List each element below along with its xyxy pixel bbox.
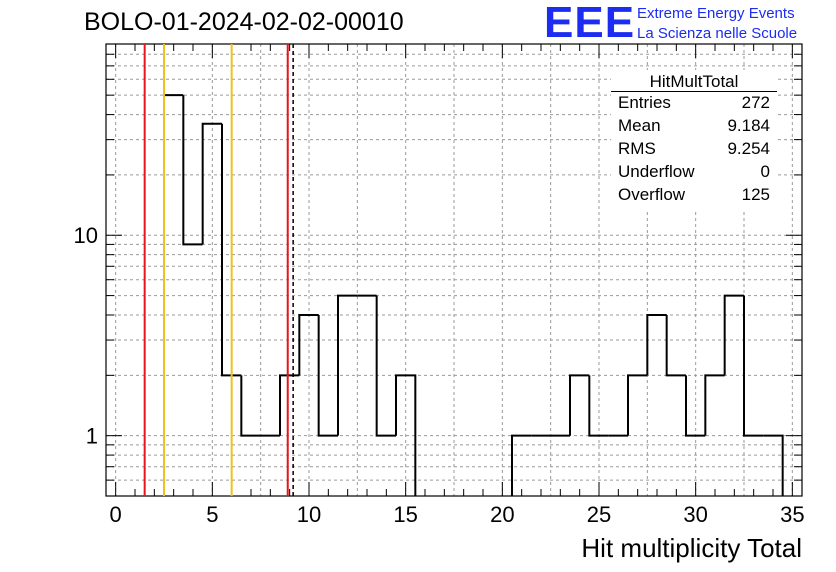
stats-key: Overflow (618, 185, 686, 204)
stats-value: 0 (760, 162, 770, 181)
histogram-bin (723, 294, 744, 376)
histogram-bin (317, 315, 338, 437)
x-tick-label: 15 (393, 502, 417, 527)
stats-key: Entries (618, 93, 671, 112)
brand-line-1: Extreme Energy Events (637, 5, 795, 22)
x-tick-label: 20 (490, 502, 514, 527)
stats-value: 9.184 (727, 116, 770, 135)
histogram-bin (279, 374, 300, 436)
stats-key: RMS (618, 139, 656, 158)
chart-title: BOLO-01-2024-02-02-00010 (84, 8, 404, 36)
histogram-bin (182, 95, 203, 246)
y-tick-label: 10 (74, 223, 98, 248)
stats-key: Underflow (618, 162, 695, 181)
histogram-bin (763, 434, 784, 496)
x-tick-label: 35 (780, 502, 804, 527)
histogram-bin (201, 122, 222, 245)
stats-value: 272 (741, 93, 770, 112)
x-tick-label: 0 (110, 502, 122, 527)
histogram-bin (588, 375, 609, 437)
x-tick-label: 30 (683, 502, 707, 527)
histogram-bin (511, 434, 532, 496)
eee-logo: EEE (544, 0, 636, 47)
plot-frame (105, 43, 803, 497)
histogram-bin (569, 374, 590, 436)
x-tick-label: 25 (587, 502, 611, 527)
stats-title: HitMultTotal (649, 72, 739, 91)
histogram-bin (685, 375, 706, 437)
stats-key: Mean (618, 116, 661, 135)
brand-line-2: La Scienza nelle Scuole (637, 25, 798, 42)
x-tick-label: 10 (297, 502, 321, 527)
stats-title-underline (611, 91, 777, 92)
x-axis-label: Hit multiplicity Total (581, 533, 802, 563)
stats-row-rms: RMS 9.254 (618, 139, 770, 161)
stats-box: HitMultTotal Entries 272 Mean 9.184 RMS … (611, 70, 777, 210)
histogram-bin (337, 294, 358, 436)
histogram-bin (298, 314, 319, 376)
stats-row-mean: Mean 9.184 (618, 116, 770, 138)
histogram-bin (221, 123, 242, 377)
x-tick-label: 5 (206, 502, 218, 527)
histogram-bin (646, 314, 667, 376)
stats-row-overflow: Overflow 125 (618, 185, 770, 207)
histogram-bin (743, 295, 764, 437)
histogram-bin (704, 374, 725, 436)
y-tick-label: 1 (86, 424, 98, 449)
histogram-bin (665, 315, 686, 377)
histogram-bin (395, 374, 417, 496)
stats-value: 9.254 (727, 139, 770, 158)
stats-row-entries: Entries 272 (618, 93, 770, 115)
stats-value: 125 (741, 185, 770, 204)
histogram-bin (240, 375, 261, 437)
histogram-bin (375, 295, 396, 437)
stats-row-underflow: Underflow 0 (618, 162, 770, 184)
histogram-bin (627, 374, 648, 436)
